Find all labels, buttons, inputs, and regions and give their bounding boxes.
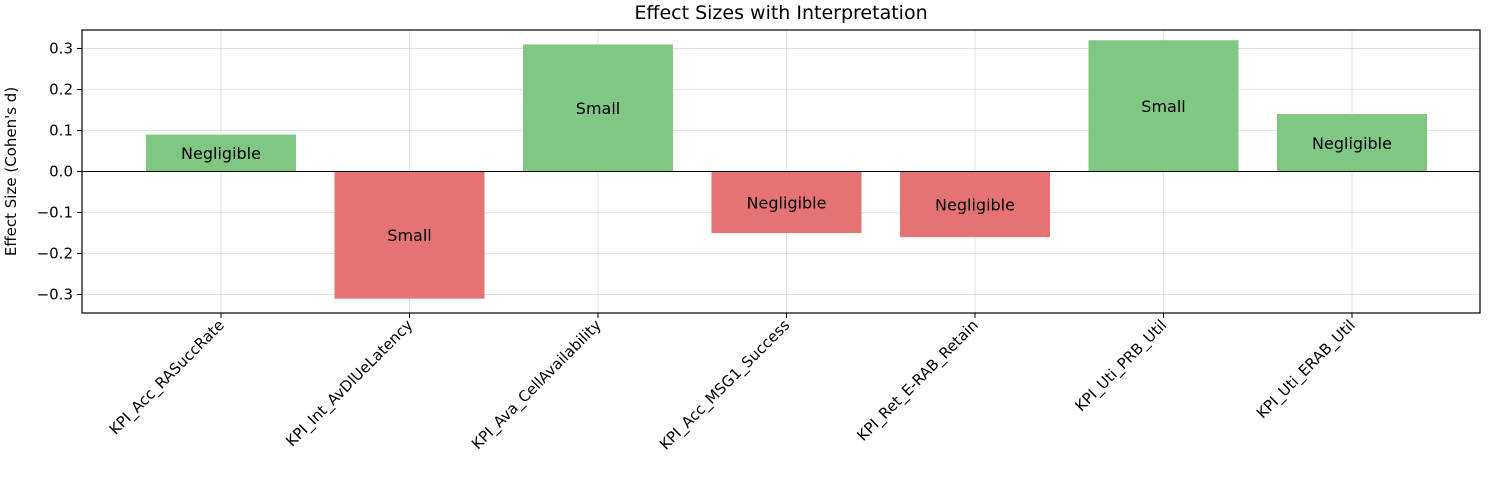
bar-value-label: Negligible (1312, 134, 1392, 153)
bar-value-label: Negligible (747, 193, 827, 212)
bar-kpi-acc-rasuccrate (146, 134, 296, 172)
y-axis-label: Effect Size (Cohen's d) (2, 87, 20, 256)
bar-kpi-acc-msg1-success (711, 171, 862, 234)
x-ticks-layer: KPI_Acc_RASuccRate KPI_Int_AvDlUeLatency K… (106, 313, 1360, 454)
bar-value-label: Small (576, 99, 620, 118)
x-tick-label: KPI_Ret_E-RAB_Retain (853, 316, 982, 445)
x-tick-label: KPI_Acc_RASuccRate (106, 316, 229, 439)
bar-kpi-uti-prb-util (1088, 40, 1239, 172)
y-tick-label: −0.2 (37, 245, 73, 263)
bar-value-label: Small (387, 226, 431, 245)
y-tick-label: 0.2 (49, 80, 73, 98)
y-tick-label: 0.0 (49, 163, 73, 181)
y-tick-label: −0.1 (37, 204, 73, 222)
y-tick-label: 0.1 (49, 121, 73, 139)
bar-value-label: Negligible (935, 195, 1015, 214)
bars-layer (146, 40, 1427, 299)
x-tick-label: KPI_Uti_PRB_Util (1071, 316, 1171, 416)
y-tick-label: −0.3 (37, 286, 73, 304)
x-tick-label: KPI_Ava_CellAvailability (468, 316, 606, 454)
x-tick-label: KPI_Int_AvDlUeLatency (282, 316, 417, 451)
plot-frame (81, 29, 1481, 314)
y-tick-label: 0.3 (49, 39, 73, 57)
chart-title: Effect Sizes with Interpretation (634, 2, 927, 24)
bar-labels-layer: Negligible Small Small Negligible Negligible… (181, 97, 1392, 245)
y-ticks-layer: −0.3 −0.2 −0.1 0.0 0.1 0.2 0.3 (37, 39, 82, 304)
x-tick-label: KPI_Acc_MSG1_Success (656, 316, 794, 454)
bar-kpi-int-avdluelatency (334, 171, 485, 299)
bar-kpi-ret-e-rab-retain (900, 171, 1050, 238)
bar-kpi-uti-erab-util (1277, 114, 1427, 172)
bar-value-label: Small (1141, 97, 1185, 116)
bar-value-label: Negligible (181, 144, 261, 163)
bar-kpi-ava-cellavailability (523, 44, 673, 172)
x-tick-label: KPI_Uti_ERAB_Util (1253, 316, 1360, 423)
